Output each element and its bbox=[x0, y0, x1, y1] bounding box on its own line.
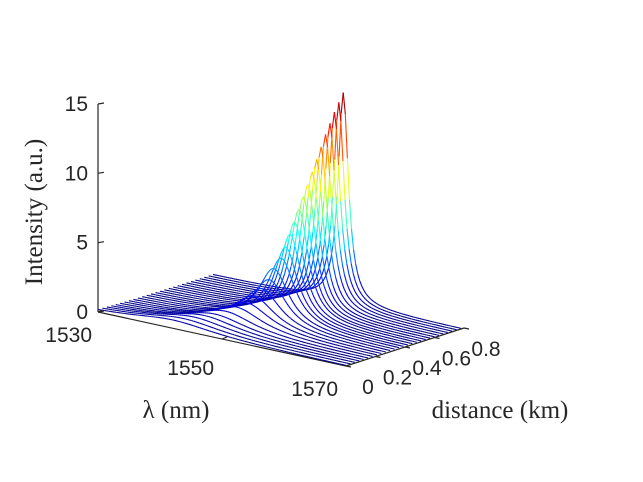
spectrum-curves bbox=[97, 92, 462, 366]
spectrum-curve-24 bbox=[204, 111, 453, 332]
x-tick-mark-0 bbox=[97, 309, 104, 313]
spectrum-curve-20 bbox=[186, 159, 435, 338]
spectrum-curve-17 bbox=[173, 196, 422, 342]
spectrum-curve-1 bbox=[102, 307, 351, 365]
spectrum-curve-10 bbox=[142, 279, 391, 352]
spectrum-curve-9 bbox=[137, 288, 386, 353]
z-tick-mark-1 bbox=[97, 241, 105, 244]
x-tick-label-2: 1570 bbox=[291, 378, 338, 401]
spectrum-curve-6 bbox=[124, 301, 373, 357]
z-axis-label: Intensity (a.u.) bbox=[21, 139, 48, 285]
z-tick-mark-2 bbox=[97, 171, 105, 174]
spectrum-curve-5 bbox=[120, 302, 369, 359]
z-tick-group: 0 5 10 15 bbox=[65, 93, 105, 324]
spectrum-curve-16 bbox=[168, 209, 417, 343]
y-tick-label-3: 0.6 bbox=[442, 348, 471, 371]
spectrum-curve-3 bbox=[111, 305, 360, 362]
y-axis-line bbox=[345, 327, 465, 367]
spectrum-curve-4 bbox=[115, 304, 364, 361]
spectrum-curve-2 bbox=[106, 306, 355, 363]
spectrum-curve-11 bbox=[146, 267, 395, 350]
x-tick-group: 1530 1550 1570 bbox=[45, 309, 352, 401]
spectrum-curve-15 bbox=[164, 221, 413, 345]
z-tick-label-2: 10 bbox=[65, 162, 88, 185]
y-tick-label-1: 0.2 bbox=[383, 367, 412, 390]
x-axis-label: λ (nm) bbox=[143, 397, 210, 424]
spectrum-curve-14 bbox=[159, 234, 409, 346]
x-tick-label-1: 1550 bbox=[167, 357, 214, 380]
y-tick-group: 0 0.2 0.4 0.6 0.8 bbox=[345, 327, 501, 399]
z-tick-mark-3 bbox=[97, 102, 105, 105]
y-tick-label-0: 0 bbox=[362, 376, 374, 399]
x-tick-mark-1 bbox=[221, 336, 228, 340]
y-tick-label-2: 0.4 bbox=[412, 357, 442, 380]
y-axis-label: distance (km) bbox=[432, 397, 569, 424]
spectrum-curve-26 bbox=[212, 92, 462, 329]
spectrum-curve-0 bbox=[97, 308, 347, 366]
spectrum-curve-7 bbox=[128, 300, 378, 356]
z-tick-label-3: 15 bbox=[65, 93, 88, 116]
z-tick-label-0: 0 bbox=[76, 301, 88, 324]
x-tick-label-0: 1530 bbox=[45, 324, 92, 347]
y-tick-label-4: 0.8 bbox=[471, 338, 500, 361]
spectrum-curve-18 bbox=[177, 184, 426, 341]
z-tick-label-1: 5 bbox=[76, 232, 88, 255]
y-tick-mark-4 bbox=[463, 327, 470, 330]
